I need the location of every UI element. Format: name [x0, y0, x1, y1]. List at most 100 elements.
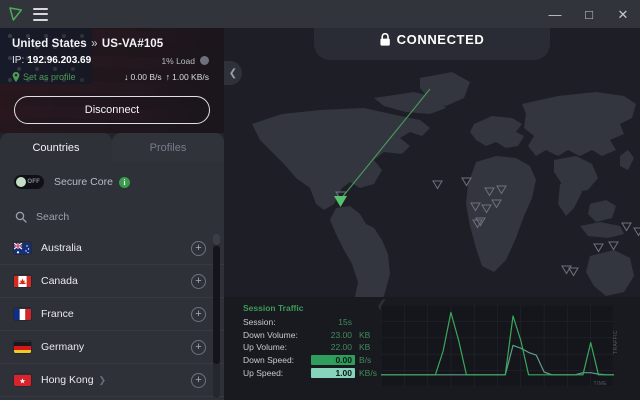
stat-label: Up Volume: — [243, 342, 287, 353]
sidebar: United States » US-VA#105 IP: 192.96.203… — [0, 28, 224, 400]
add-to-profile-button[interactable]: + — [191, 339, 206, 355]
traffic-chart: TIME TRAFFIC — [380, 304, 619, 388]
list-scrollbar-cap — [213, 234, 220, 245]
flag-hong-kong-icon — [14, 374, 31, 386]
disconnect-label: Disconnect — [84, 104, 140, 116]
secure-core-toggle[interactable]: OFF — [14, 175, 44, 189]
info-icon[interactable]: i — [118, 176, 130, 188]
country-name: France — [41, 308, 74, 320]
country-name: Germany — [41, 341, 85, 353]
list-item[interactable]: France + — [0, 298, 224, 331]
list-item[interactable]: Canada + — [0, 265, 224, 298]
stat-label: Session: — [243, 317, 276, 328]
lock-closed-icon — [380, 33, 390, 46]
stat-row-up-volume: Up Volume: 22.00 KB — [243, 341, 377, 354]
list-item[interactable]: Hong Kong ❯ + — [0, 364, 224, 397]
secure-core-row: OFF Secure Core i — [0, 162, 224, 202]
up-speed-value: 1.00 KB/s — [172, 72, 209, 82]
toggle-knob — [16, 177, 26, 187]
traffic-chart-svg — [380, 304, 615, 388]
search-input[interactable] — [36, 211, 186, 223]
country-name: Canada — [41, 275, 78, 287]
list-item[interactable]: Germany + — [0, 331, 224, 364]
minimize-button[interactable]: — — [538, 0, 572, 28]
stat-unit: KB/s — [359, 367, 377, 378]
down-arrow-icon: ↓ — [123, 72, 129, 82]
country-list: Australia + Canada + — [0, 232, 224, 400]
add-to-profile-button[interactable]: + — [191, 273, 206, 289]
stat-value: 23.00 — [330, 329, 352, 340]
maximize-glyph: □ — [585, 6, 593, 22]
stat-value: 0.00 — [311, 355, 355, 366]
country-name: Hong Kong — [41, 374, 94, 386]
chart-y-axis-label: TRAFFIC — [613, 330, 620, 354]
add-to-profile-button[interactable]: + — [191, 372, 206, 388]
flag-canada-icon — [14, 275, 31, 287]
map-landmasses — [252, 72, 638, 328]
stat-row-up-speed: Up Speed: 1.00 KB/s — [243, 366, 377, 379]
minimize-glyph: — — [548, 6, 562, 22]
add-to-profile-button[interactable]: + — [191, 306, 206, 322]
load-indicator-dot — [200, 56, 209, 65]
stat-unit: KB — [359, 342, 371, 353]
connection-details: United States » US-VA#105 IP: 192.96.203… — [0, 28, 224, 82]
ip-label: IP: — [12, 55, 25, 66]
pin-icon — [12, 72, 20, 82]
traffic-stats: Session Traffic Session: 15s Down Volume… — [243, 303, 377, 379]
stat-unit: B/s — [359, 355, 372, 366]
connected-server-marker-icon — [334, 196, 347, 207]
list-scrollbar-thumb[interactable] — [213, 246, 220, 364]
stat-row-down-speed: Down Speed: 0.00 B/s — [243, 354, 377, 367]
close-button[interactable]: ✕ — [606, 0, 640, 28]
hamburger-menu-icon[interactable] — [33, 7, 48, 21]
sidebar-tabs: Countries Profiles — [0, 133, 224, 162]
proton-vpn-logo-icon[interactable] — [8, 6, 24, 22]
stat-label: Up Speed: — [243, 367, 284, 378]
stat-value: 15s — [338, 317, 352, 328]
tab-countries[interactable]: Countries — [0, 133, 112, 162]
flag-australia-icon — [14, 242, 31, 254]
window-controls: — □ ✕ — [538, 0, 640, 28]
tab-profiles[interactable]: Profiles — [112, 133, 224, 162]
load-text: 1% Load — [161, 55, 195, 66]
stat-label: Down Speed: — [243, 355, 295, 366]
country-name: Australia — [41, 242, 82, 254]
down-speed-value: 0.00 B/s — [130, 72, 162, 82]
stat-value: 22.00 — [330, 342, 352, 353]
title-bar: — □ ✕ — [0, 0, 640, 28]
add-to-profile-button[interactable]: + — [191, 240, 206, 256]
flag-germany-icon — [14, 341, 31, 353]
secure-core-label: Secure Core — [54, 176, 113, 188]
status-label: CONNECTED — [396, 32, 485, 47]
connection-line — [339, 88, 431, 201]
stat-row-down-volume: Down Volume: 23.00 KB — [243, 329, 377, 342]
speed-readout: ↓ 0.00 B/s ↑ 1.00 KB/s — [124, 72, 212, 82]
down-speed: ↓ 0.00 B/s — [124, 72, 162, 82]
search-icon — [15, 211, 27, 223]
connection-status: CONNECTED — [380, 32, 485, 47]
status-pill — [314, 28, 550, 60]
connection-card: United States » US-VA#105 IP: 192.96.203… — [0, 28, 224, 133]
server-title: United States » US-VA#105 — [12, 38, 212, 50]
maximize-button[interactable]: □ — [572, 0, 606, 28]
card-overlay-shade — [0, 28, 224, 133]
collapse-sidebar-button[interactable]: ❮ — [224, 61, 242, 85]
tab-profiles-label: Profiles — [149, 141, 187, 154]
chart-series-download — [381, 311, 614, 376]
chevron-left-icon: ❮ — [228, 67, 238, 79]
up-arrow-icon: ↑ — [165, 72, 171, 82]
toggle-state-label: OFF — [27, 179, 40, 185]
profile-row: Set as profile ↓ 0.00 B/s ↑ 1.00 KB/s — [12, 72, 212, 82]
close-glyph: ✕ — [617, 6, 629, 22]
country-name: United States — [12, 38, 87, 50]
disconnect-button[interactable]: Disconnect — [14, 96, 210, 124]
flag-france-icon — [14, 308, 31, 320]
title-separator: » — [91, 38, 98, 50]
list-item[interactable]: Australia + — [0, 232, 224, 265]
stat-unit: KB — [359, 329, 371, 340]
search-row[interactable] — [0, 202, 224, 232]
stat-value: 1.00 — [311, 367, 355, 378]
set-as-profile-link[interactable]: Set as profile — [23, 72, 76, 82]
secure-core-chevron-icon[interactable]: ❯ — [98, 374, 107, 385]
